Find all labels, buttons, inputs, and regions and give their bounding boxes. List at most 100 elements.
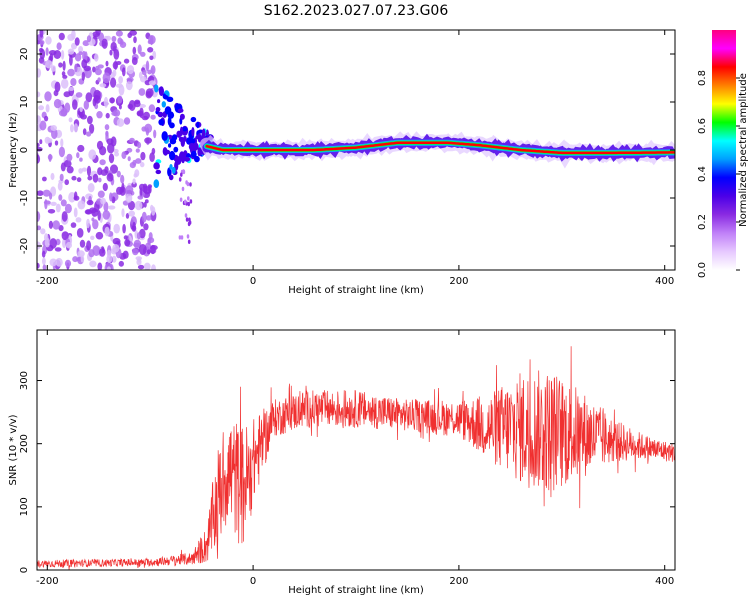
noise-blob <box>44 237 51 248</box>
noise-blob <box>66 241 72 249</box>
noise-blob <box>103 96 109 108</box>
colorbar-tick-label: 0.8 <box>697 70 708 86</box>
noise-blob <box>70 222 77 228</box>
noise-blob <box>127 32 132 39</box>
noise-blob <box>94 68 102 76</box>
noise-blob <box>61 211 68 222</box>
transition-blob <box>161 131 168 141</box>
noise-blob <box>123 117 131 125</box>
y-tick-label: -10 <box>19 190 30 206</box>
noise-blob <box>42 264 47 270</box>
noise-blob <box>126 65 135 75</box>
noise-blob <box>153 129 157 139</box>
noise-blob <box>61 71 66 77</box>
noise-blob <box>60 78 69 89</box>
noise-blob <box>45 104 50 113</box>
transition-blob <box>166 96 174 103</box>
noise-blob <box>58 62 63 68</box>
x-tick-label: -200 <box>36 576 59 587</box>
transition-blob <box>196 121 200 129</box>
noise-blob <box>49 258 58 267</box>
transition-blob <box>181 126 188 132</box>
tail-blob <box>178 177 182 182</box>
transition-blob <box>180 137 185 147</box>
noise-blob <box>52 220 60 230</box>
noise-blob <box>37 68 42 78</box>
noise-blob <box>140 51 146 57</box>
y-tick-label: 0 <box>19 147 30 153</box>
tail-blob <box>180 172 183 177</box>
noise-blob <box>121 151 127 159</box>
colorbar-label: Normalized spectral amplitude <box>738 73 749 227</box>
spectrogram-panel: -200 0 200 400 20 10 0 -10 -20 Height of straigh… <box>8 29 676 296</box>
colorbar-tick-label: 0.0 <box>697 262 708 278</box>
tail-blob <box>187 201 190 207</box>
noise-blob <box>68 117 73 123</box>
noise-blob <box>134 200 143 211</box>
noise-blob <box>110 77 117 88</box>
noise-blob <box>43 200 51 205</box>
noise-blob <box>149 55 154 61</box>
transition-blob <box>168 174 174 181</box>
y-tick-label: 200 <box>19 434 30 453</box>
noise-blob <box>77 250 85 258</box>
noise-blob <box>113 223 120 234</box>
snr-x-label: Height of straight line (km) <box>288 585 424 596</box>
noise-blob <box>67 48 75 55</box>
noise-blob <box>99 248 106 257</box>
noise-blob <box>76 177 82 183</box>
noise-blob <box>71 175 77 181</box>
noise-blob <box>50 172 55 181</box>
noise-blob <box>44 91 52 102</box>
noise-blob <box>132 178 136 185</box>
x-tick-label: 200 <box>449 576 468 587</box>
noise-blob <box>86 35 92 43</box>
noise-blob <box>127 103 133 110</box>
transition-blob <box>162 93 167 99</box>
noise-blob <box>81 167 87 172</box>
noise-blob <box>81 71 86 81</box>
transition-blob <box>155 107 161 112</box>
transition-blob <box>165 149 171 155</box>
tail-blob <box>184 199 187 204</box>
noise-blob <box>132 248 139 256</box>
y-tick-label: 100 <box>19 497 30 516</box>
noise-blob <box>50 125 57 131</box>
noise-blob <box>120 174 125 184</box>
noise-blob <box>151 264 156 270</box>
transition-blob <box>157 111 164 118</box>
noise-blob <box>83 100 90 110</box>
noise-blob <box>74 63 78 73</box>
noise-blob <box>42 189 51 197</box>
noise-blob <box>133 239 142 249</box>
noise-blob <box>71 30 76 40</box>
transition-blob <box>193 142 199 151</box>
noise-blob <box>106 138 114 145</box>
noise-blob <box>107 143 115 154</box>
noise-blob <box>119 41 127 48</box>
noise-blob <box>54 247 62 252</box>
noise-blob <box>58 194 63 201</box>
noise-blob <box>64 102 71 113</box>
noise-blob <box>126 77 134 82</box>
noise-blob <box>135 148 140 153</box>
noise-blob <box>60 138 64 148</box>
snr-series-line <box>37 346 675 570</box>
tail-blob <box>187 196 190 201</box>
noise-blob <box>135 158 142 164</box>
noise-blob <box>92 31 100 38</box>
transition-blob <box>158 119 165 126</box>
noise-blob <box>141 69 147 76</box>
noise-blob <box>140 151 146 161</box>
noise-blob <box>59 110 67 117</box>
noise-blob <box>41 250 46 258</box>
noise-blob <box>64 259 72 267</box>
noise-blob <box>95 231 104 240</box>
noise-blob <box>148 104 156 113</box>
transition-blob <box>194 155 200 163</box>
colorbar: 0.0 0.2 0.4 0.6 0.8 Normalized spectral ampl… <box>697 30 749 278</box>
noise-blob <box>99 83 107 88</box>
noise-blob <box>55 257 63 267</box>
noise-blob <box>143 223 149 231</box>
transition-blob <box>177 108 184 113</box>
